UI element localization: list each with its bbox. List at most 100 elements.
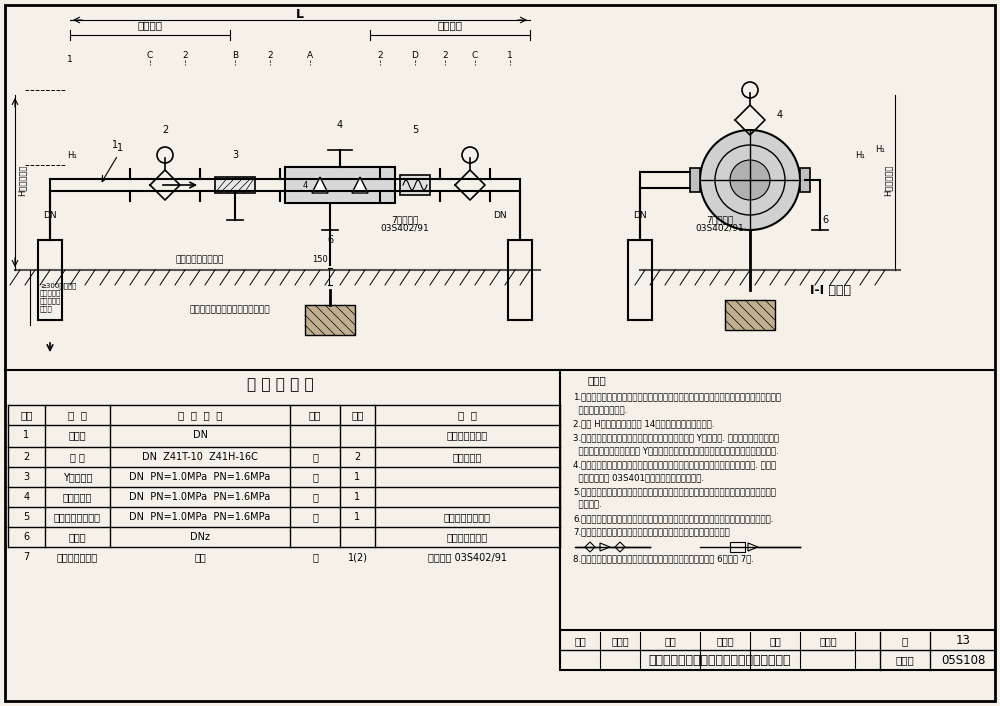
Text: 6: 6 <box>327 235 333 245</box>
Text: 5: 5 <box>23 512 30 522</box>
Circle shape <box>700 130 800 230</box>
Bar <box>730 542 745 552</box>
Bar <box>725 300 775 330</box>
Text: 或采用蝶阀: 或采用蝶阀 <box>453 452 482 462</box>
Text: 8.倒流防止器阀组设置与安装应注意的其它事项详见总说明第 6条、第 7条.: 8.倒流防止器阀组设置与安装应注意的其它事项详见总说明第 6条、第 7条. <box>573 554 754 563</box>
Text: 设计人定: 设计人定 <box>138 20 162 30</box>
Text: 支架混凝土基础由单项工程设计定: 支架混凝土基础由单项工程设计定 <box>190 306 270 314</box>
Bar <box>560 630 995 670</box>
Bar <box>800 168 810 192</box>
Text: Y型过滤器: Y型过滤器 <box>63 472 92 482</box>
Text: H（设计定）: H（设计定） <box>18 164 26 196</box>
Text: DN  PN=1.0MPa  PN=1.6MPa: DN PN=1.0MPa PN=1.6MPa <box>129 512 271 522</box>
Text: DN: DN <box>633 210 647 220</box>
Text: 逢志谭: 逢志谭 <box>819 636 837 646</box>
Text: 校对: 校对 <box>664 636 676 646</box>
Text: 03S402/91: 03S402/91 <box>696 224 744 232</box>
Text: H₁: H₁ <box>67 150 77 160</box>
Text: 1: 1 <box>117 143 123 153</box>
Text: 1: 1 <box>112 140 118 150</box>
Text: DN: DN <box>192 430 208 440</box>
Text: DN: DN <box>493 210 507 220</box>
Text: H₁: H₁ <box>855 150 865 160</box>
Text: 的倒流防止器阀组是否配置 Y型过滤器，由设计人员根据现行消防《规范》的要求确定.: 的倒流防止器阀组是否配置 Y型过滤器，由设计人员根据现行消防《规范》的要求确定. <box>573 446 779 455</box>
Text: 单位: 单位 <box>309 410 321 420</box>
Circle shape <box>730 160 770 200</box>
Text: 管材材质设计定: 管材材质设计定 <box>447 532 488 542</box>
Text: 2: 2 <box>267 51 273 59</box>
Text: 页: 页 <box>902 636 908 646</box>
Text: 个: 个 <box>312 472 318 482</box>
Text: 2.图中 H由设计人员参照第 14页安装尺寸表中数据确定.: 2.图中 H由设计人员参照第 14页安装尺寸表中数据确定. <box>573 419 714 429</box>
Text: 1: 1 <box>354 492 361 502</box>
Text: 3: 3 <box>23 472 30 482</box>
Text: 6: 6 <box>23 532 30 542</box>
Bar <box>285 167 395 203</box>
Text: 名  称: 名 称 <box>68 410 87 420</box>
Text: 2: 2 <box>442 51 448 59</box>
Text: A: A <box>307 51 313 59</box>
Text: 1: 1 <box>507 51 513 59</box>
Text: 7（管柱）: 7（管柱） <box>706 215 734 225</box>
Text: 说明：: 说明： <box>588 375 607 385</box>
Text: DN: DN <box>43 210 57 220</box>
Text: 个: 个 <box>312 492 318 502</box>
Text: 罗才之: 罗才之 <box>611 636 629 646</box>
Text: C: C <box>472 51 478 59</box>
Text: 150: 150 <box>312 256 328 265</box>
Text: 2: 2 <box>182 51 188 59</box>
Text: 型  号  规  格: 型 号 规 格 <box>178 410 222 420</box>
Text: 设计: 设计 <box>769 636 781 646</box>
Text: 4.当有结冻可能时，应对倒流防止器阀组及明设管段采取防冻保温或电伴热措施. 保温做: 4.当有结冻可能时，应对倒流防止器阀组及明设管段采取防冻保温或电伴热措施. 保温… <box>573 460 776 469</box>
Text: DN  PN=1.0MPa  PN=1.6MPa: DN PN=1.0MPa PN=1.6MPa <box>129 492 271 502</box>
Text: 处旱地或硬地）明装.: 处旱地或硬地）明装. <box>573 406 627 415</box>
Text: 个: 个 <box>312 452 318 462</box>
Text: 倒流防止器: 倒流防止器 <box>63 492 92 502</box>
Text: 编号: 编号 <box>20 410 33 420</box>
Text: 可曲挠橡胶管接头: 可曲挠橡胶管接头 <box>54 512 101 522</box>
Text: 1: 1 <box>354 472 361 482</box>
Text: I-I 剖面图: I-I 剖面图 <box>810 284 850 297</box>
Text: 7.法兰连接带水表倒流防止器阀组采用闸阀或蝶阀时的图例分别为：: 7.法兰连接带水表倒流防止器阀组采用闸阀或蝶阀时的图例分别为： <box>573 527 730 537</box>
Text: 法可参照国标 03S401由单项工程设计人员确定.: 法可参照国标 03S401由单项工程设计人员确定. <box>573 474 704 482</box>
Text: 4: 4 <box>777 110 783 120</box>
Text: DN  Z41T-10  Z41H-16C: DN Z41T-10 Z41H-16C <box>142 452 258 462</box>
Text: 1: 1 <box>354 512 361 522</box>
Text: 2: 2 <box>377 51 383 59</box>
Text: 2: 2 <box>162 125 168 135</box>
Text: 凝土支墩.: 凝土支墩. <box>573 501 602 510</box>
Text: 1.本图通用于法兰连接倒流防止器阀组（不带水表）室外非车行道、人行道地面上（非低洼: 1.本图通用于法兰连接倒流防止器阀组（不带水表）室外非车行道、人行道地面上（非低… <box>573 393 781 402</box>
Text: 法兰连接倒流防止器室外安装（不带水表）: 法兰连接倒流防止器室外安装（不带水表） <box>649 654 791 666</box>
Text: 4: 4 <box>23 492 30 502</box>
Text: 03S402/91: 03S402/91 <box>381 224 429 232</box>
Text: 4: 4 <box>302 181 308 189</box>
Text: 图集号: 图集号 <box>896 655 914 665</box>
Bar <box>215 177 255 193</box>
Text: 倒流防止器支架: 倒流防止器支架 <box>57 552 98 562</box>
Text: 给水管: 给水管 <box>69 430 86 440</box>
Text: 个: 个 <box>312 512 318 522</box>
Text: 设计人定: 设计人定 <box>438 20 462 30</box>
Text: 室外草地或硬地地坪: 室外草地或硬地地坪 <box>176 256 224 265</box>
Text: L: L <box>296 8 304 21</box>
Text: 13: 13 <box>956 635 970 647</box>
Text: 5.倒流防止器及管道支架除按本图采用管桩外，设计人员也可根据实际情况采用砖砌或混: 5.倒流防止器及管道支架除按本图采用管桩外，设计人员也可根据实际情况采用砖砌或混 <box>573 487 776 496</box>
Text: 4: 4 <box>337 120 343 130</box>
Text: 数量: 数量 <box>351 410 364 420</box>
Text: 1: 1 <box>67 56 73 64</box>
Text: H（设计定）: H（设计定） <box>884 164 893 196</box>
Text: 闸 阀: 闸 阀 <box>70 452 85 462</box>
Text: C: C <box>147 51 153 59</box>
Text: 1(2): 1(2) <box>348 552 368 562</box>
Bar <box>400 175 430 195</box>
Text: 5: 5 <box>412 125 418 135</box>
Text: H₁: H₁ <box>875 145 885 155</box>
Text: DNz: DNz <box>190 532 210 542</box>
Text: 05S108: 05S108 <box>941 654 985 666</box>
Text: 1: 1 <box>23 430 30 440</box>
Text: 7（管柱）: 7（管柱） <box>391 215 419 225</box>
Text: 管柱: 管柱 <box>194 552 206 562</box>
Text: 个: 个 <box>312 552 318 562</box>
Text: 6: 6 <box>822 215 828 225</box>
Text: 主 要 器 材 表: 主 要 器 材 表 <box>247 378 313 393</box>
